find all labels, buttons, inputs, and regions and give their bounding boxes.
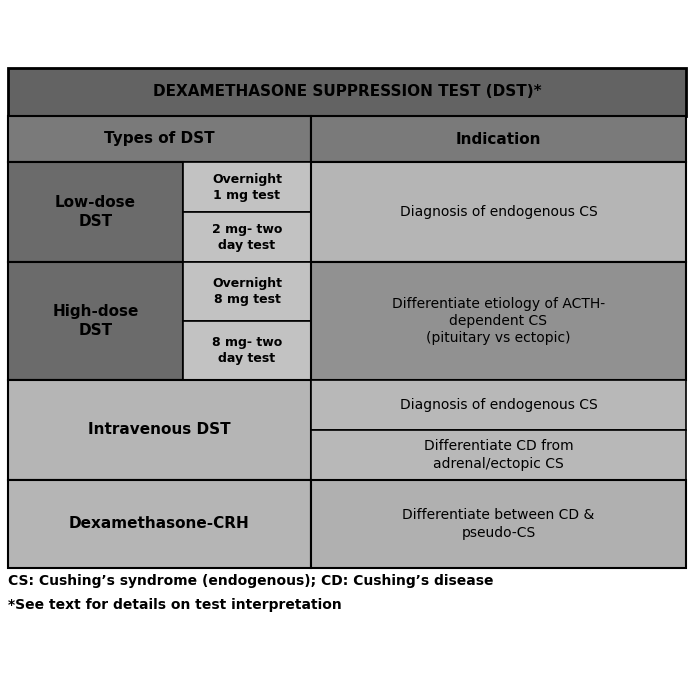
Bar [311, 262, 686, 380]
Text: Indication: Indication [456, 132, 541, 146]
Bar [8, 380, 311, 480]
Bar [311, 162, 686, 262]
Bar [8, 162, 183, 262]
Bar [8, 480, 311, 568]
Bar [311, 380, 686, 430]
Text: Diagnosis of endogenous CS: Diagnosis of endogenous CS [400, 398, 598, 412]
Text: Intravenous DST: Intravenous DST [88, 422, 231, 437]
Bar [8, 116, 311, 162]
Text: Differentiate etiology of ACTH-
dependent CS
(pituitary vs ectopic): Differentiate etiology of ACTH- dependen… [392, 297, 605, 345]
Text: Types of DST: Types of DST [104, 132, 215, 146]
Text: Differentiate between CD &
pseudo-CS: Differentiate between CD & pseudo-CS [403, 508, 595, 540]
Text: Diagnosis of endogenous CS: Diagnosis of endogenous CS [400, 205, 598, 219]
Bar [183, 212, 311, 262]
Text: 8 mg- two
day test: 8 mg- two day test [212, 336, 282, 365]
Bar [183, 162, 311, 212]
Bar [311, 480, 686, 568]
Bar [183, 262, 311, 321]
Text: Dexamethasone-CRH: Dexamethasone-CRH [69, 517, 250, 532]
Text: *See text for details on test interpretation: *See text for details on test interpreta… [8, 598, 341, 612]
Text: High-dose
DST: High-dose DST [52, 304, 139, 338]
Text: Differentiate CD from
adrenal/ectopic CS: Differentiate CD from adrenal/ectopic CS [424, 439, 573, 471]
Text: Low-dose
DST: Low-dose DST [55, 195, 136, 228]
Text: 2 mg- two
day test: 2 mg- two day test [212, 222, 282, 252]
Bar [311, 430, 686, 480]
Bar [183, 321, 311, 380]
Text: DEXAMETHASONE SUPPRESSION TEST (DST)*: DEXAMETHASONE SUPPRESSION TEST (DST)* [153, 85, 541, 100]
Text: CS: Cushing’s syndrome (endogenous); CD: Cushing’s disease: CS: Cushing’s syndrome (endogenous); CD:… [8, 574, 493, 588]
Bar [311, 116, 686, 162]
Text: Overnight
1 mg test: Overnight 1 mg test [212, 172, 282, 201]
Text: Overnight
8 mg test: Overnight 8 mg test [212, 277, 282, 306]
Bar [8, 262, 183, 380]
Bar [8, 68, 686, 116]
